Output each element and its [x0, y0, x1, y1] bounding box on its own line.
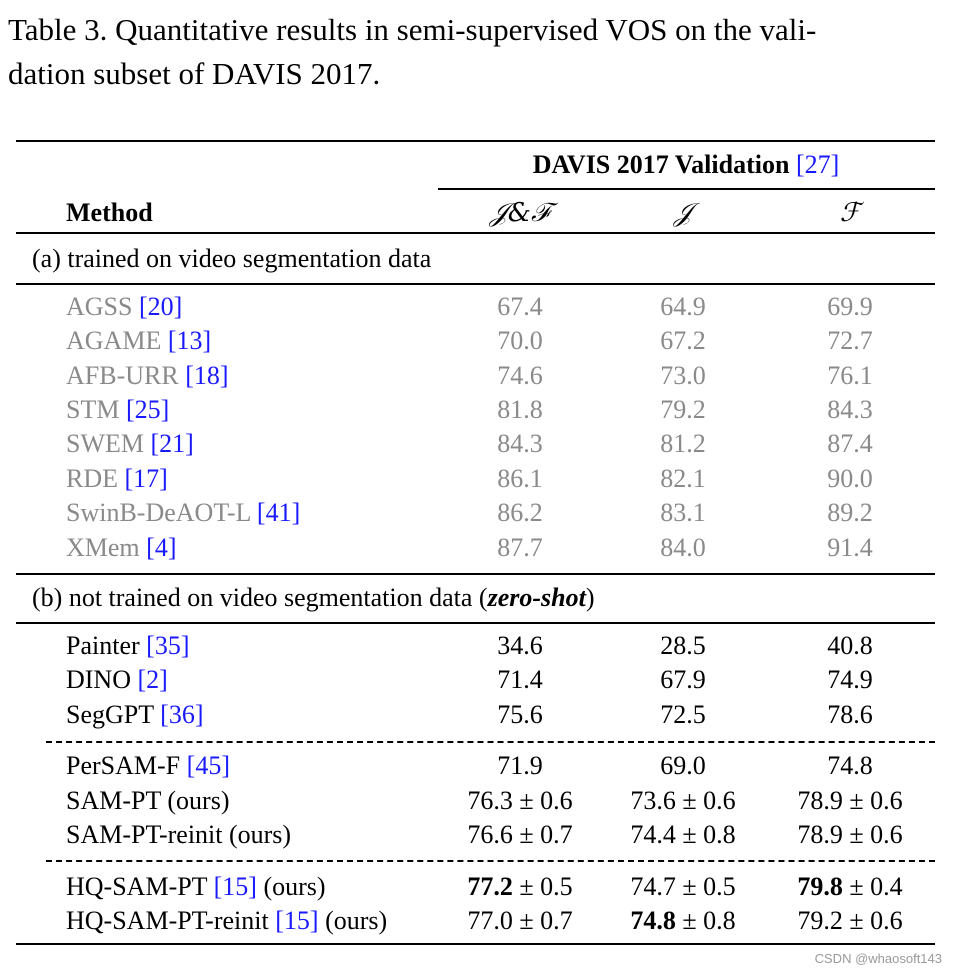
col-header-jf: 𝒥&ℱ	[489, 198, 551, 228]
row-method: PerSAM-F [45]	[66, 751, 230, 780]
ref-link[interactable]: 27	[804, 150, 831, 179]
cell-f: 76.1	[827, 361, 873, 390]
cell-jf: 70.0	[497, 326, 543, 355]
col-header-f: ℱ	[839, 198, 861, 228]
row-method: SWEM [21]	[66, 429, 194, 458]
dashed-divider-1	[46, 741, 935, 743]
cell-j: 82.1	[660, 464, 706, 493]
cell-jf: 75.6	[497, 700, 543, 729]
row-method: SAM-PT-reinit (ours)	[66, 820, 292, 849]
row-method: HQ-SAM-PT [15] (ours)	[66, 872, 326, 901]
cell-jf: 77.0 ± 0.7	[467, 906, 573, 935]
section-a-rule	[16, 283, 935, 285]
cell-f: 40.8	[827, 631, 873, 660]
cell-j: 73.0	[660, 361, 706, 390]
cell-f: 74.8	[827, 751, 873, 780]
cell-jf: 77.2 ± 0.5	[467, 872, 573, 901]
cell-jf: 71.4	[497, 665, 543, 694]
cell-f: 74.9	[827, 665, 873, 694]
header-rule	[16, 232, 935, 234]
method-header: Method	[66, 198, 153, 227]
cell-j: 83.1	[660, 498, 706, 527]
col-header-j: 𝒥	[674, 198, 692, 228]
row-method: SegGPT [36]	[66, 700, 204, 729]
caption-line-2: dation subset of DAVIS 2017.	[8, 56, 381, 91]
best-value: 79.8	[797, 872, 843, 901]
cell-jf: 84.3	[497, 429, 543, 458]
cell-f: 69.9	[827, 292, 873, 321]
cell-jf: 76.6 ± 0.7	[467, 820, 573, 849]
cell-jf: 67.4	[497, 292, 543, 321]
cell-jf: 71.9	[497, 751, 543, 780]
top-rule	[16, 140, 935, 142]
cell-f: 78.9 ± 0.6	[797, 820, 903, 849]
cell-j: 69.0	[660, 751, 706, 780]
caption-line-1: Table 3. Quantitative results in semi-su…	[8, 12, 817, 47]
row-method: RDE [17]	[66, 464, 168, 493]
row-method: AFB-URR [18]	[66, 361, 229, 390]
row-method: Painter [35]	[66, 631, 190, 660]
section-a-end-rule	[16, 573, 935, 575]
row-method: STM [25]	[66, 395, 170, 424]
cell-j: 64.9	[660, 292, 706, 321]
cell-jf: 86.1	[497, 464, 543, 493]
cell-j: 73.6 ± 0.6	[630, 786, 736, 815]
cell-jf: 76.3 ± 0.6	[467, 786, 573, 815]
row-method: DINO [2]	[66, 665, 168, 694]
cell-f: 79.2 ± 0.6	[797, 906, 903, 935]
cell-j: 67.9	[660, 665, 706, 694]
cell-f: 89.2	[827, 498, 873, 527]
dashed-divider-2	[46, 860, 935, 862]
group-underline	[438, 188, 935, 190]
best-value: 74.8	[630, 906, 676, 935]
cell-f: 78.9 ± 0.6	[797, 786, 903, 815]
cell-j: 79.2	[660, 395, 706, 424]
best-value: 77.2	[467, 872, 513, 901]
row-method: AGSS [20]	[66, 292, 183, 321]
cell-jf: 86.2	[497, 498, 543, 527]
cell-j: 74.8 ± 0.8	[630, 906, 736, 935]
cell-jf: 74.6	[497, 361, 543, 390]
section-a-label: (a) trained on video segmentation data	[32, 244, 432, 273]
cell-f: 90.0	[827, 464, 873, 493]
row-method: AGAME [13]	[66, 326, 212, 355]
cell-j: 28.5	[660, 631, 706, 660]
cell-j: 84.0	[660, 533, 706, 562]
watermark: CSDN @whaosoft143	[814, 951, 942, 966]
cell-f: 78.6	[827, 700, 873, 729]
cell-jf: 81.8	[497, 395, 543, 424]
row-method: XMem [4]	[66, 533, 177, 562]
cell-f: 87.4	[827, 429, 873, 458]
cell-j: 81.2	[660, 429, 706, 458]
cell-f: 91.4	[827, 533, 873, 562]
cell-j: 74.7 ± 0.5	[630, 872, 736, 901]
bottom-rule	[16, 943, 935, 945]
cell-f: 72.7	[827, 326, 873, 355]
row-method: HQ-SAM-PT-reinit [15] (ours)	[66, 906, 388, 935]
row-method: SwinB-DeAOT-L [41]	[66, 498, 301, 527]
section-b-label: (b) not trained on video segmentation da…	[32, 583, 595, 612]
cell-j: 67.2	[660, 326, 706, 355]
table-caption: Table 3. Quantitative results in semi-su…	[8, 8, 948, 96]
section-b-rule	[16, 622, 935, 624]
cell-f: 79.8 ± 0.4	[797, 872, 903, 901]
group-header: DAVIS 2017 Validation [27]	[532, 150, 840, 179]
cell-jf: 34.6	[497, 631, 543, 660]
cell-jf: 87.7	[497, 533, 543, 562]
cell-j: 72.5	[660, 700, 706, 729]
row-method: SAM-PT (ours)	[66, 786, 230, 815]
cell-j: 74.4 ± 0.8	[630, 820, 736, 849]
cell-f: 84.3	[827, 395, 873, 424]
